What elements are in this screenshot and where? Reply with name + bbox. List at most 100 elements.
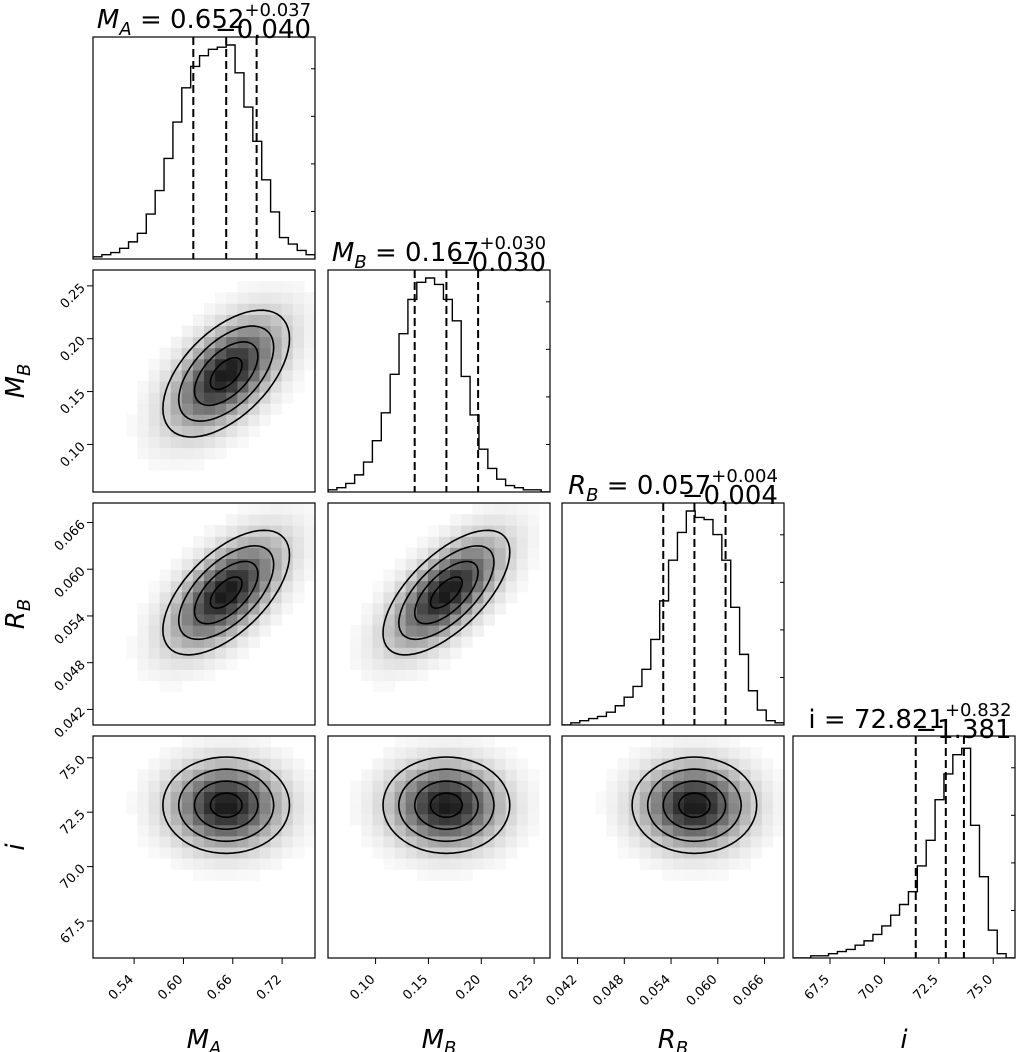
density-cell [427,736,440,748]
density-cell [450,758,462,770]
density-cell [439,769,451,781]
density-cell [361,835,373,848]
density-cell [148,358,161,371]
density-cell [281,558,294,571]
density-cell [728,858,741,870]
density-cell [706,835,718,848]
density-cell [270,369,283,382]
density-cell [215,436,227,449]
density-cell [181,447,194,460]
density-cell [215,314,227,326]
density-cell [461,558,473,571]
density-cell [159,369,172,382]
density-cell [159,847,172,859]
density-cell [170,558,183,571]
density-cell [405,758,418,770]
density-cell [237,747,249,759]
density-cell [292,847,305,859]
panel-2-0 [92,502,316,726]
density-cell [170,392,183,404]
density-cell [750,847,763,859]
density-cell [394,569,407,582]
density-cell [204,869,216,881]
density-cell [192,536,205,548]
density-cell [361,636,373,648]
density-cell [292,769,305,781]
density-cell [148,580,161,593]
density-cell [483,580,495,593]
density-cell [372,625,384,637]
density-cell [483,558,495,571]
contour-2 [646,768,743,843]
title-text-MB: MB = 0.167+0.030 [332,233,546,273]
density-cell [303,813,315,826]
title-text-i: i = 72.821+0.832 [808,700,1011,735]
density-cell [527,791,540,804]
density-cell [181,558,194,571]
density-cell [527,824,540,837]
density-cell [303,824,315,837]
density-cell [148,414,161,426]
density-cell [226,369,238,382]
density-cell [170,414,183,426]
panel-3-1 [327,735,551,959]
density-cell [606,802,618,815]
density-cell [706,824,718,837]
panel-2-1 [327,502,551,726]
density-cell [483,847,495,859]
density-cell [215,869,227,881]
density-cell [483,569,495,582]
density-cell [248,813,260,826]
density-cell [248,369,260,382]
density-cell [505,558,518,571]
density-cell [472,503,484,515]
density-cell [248,314,260,326]
density-cell [416,847,429,859]
density-cell [405,736,418,748]
density-cell [728,813,741,826]
density-cell [405,835,418,848]
density-cell [739,780,752,792]
density-cell [505,835,518,848]
panel-frame [92,36,316,260]
density-cell [472,602,484,615]
density-cell [270,547,283,559]
density-cell [303,292,315,304]
density-cell [259,858,272,870]
density-cell [170,858,183,870]
density-cell [170,835,183,848]
density-cell [427,602,440,615]
density-cell [450,869,462,881]
density-cell [237,636,249,648]
density-cell [494,580,507,593]
density-cell [181,802,194,815]
density-cell [761,824,774,837]
density-cell [505,503,518,515]
density-cell [505,769,518,781]
density-cell [226,758,238,770]
density-cell [405,791,418,804]
density-cell [728,769,741,781]
density-cell [259,292,272,304]
density-cell [383,802,396,815]
density-cell [248,336,260,349]
density-cell [628,769,641,781]
density-cell [204,769,216,781]
density-cell [350,813,362,826]
density-cell [303,802,315,815]
density-cell [527,536,540,548]
density-cell [170,336,183,349]
density-cell [270,747,283,759]
density-cell [303,303,315,315]
density-cell [192,658,205,670]
density-cell [192,580,205,593]
density-cell [248,347,260,360]
density-cell [661,835,674,848]
x-tick-label: 0.066 [730,972,767,1009]
density-cell [270,314,283,326]
density-cell [270,503,283,515]
density-cell [361,647,373,659]
density-cell [617,835,630,848]
density-cell [181,813,194,826]
density-cell [270,802,283,815]
